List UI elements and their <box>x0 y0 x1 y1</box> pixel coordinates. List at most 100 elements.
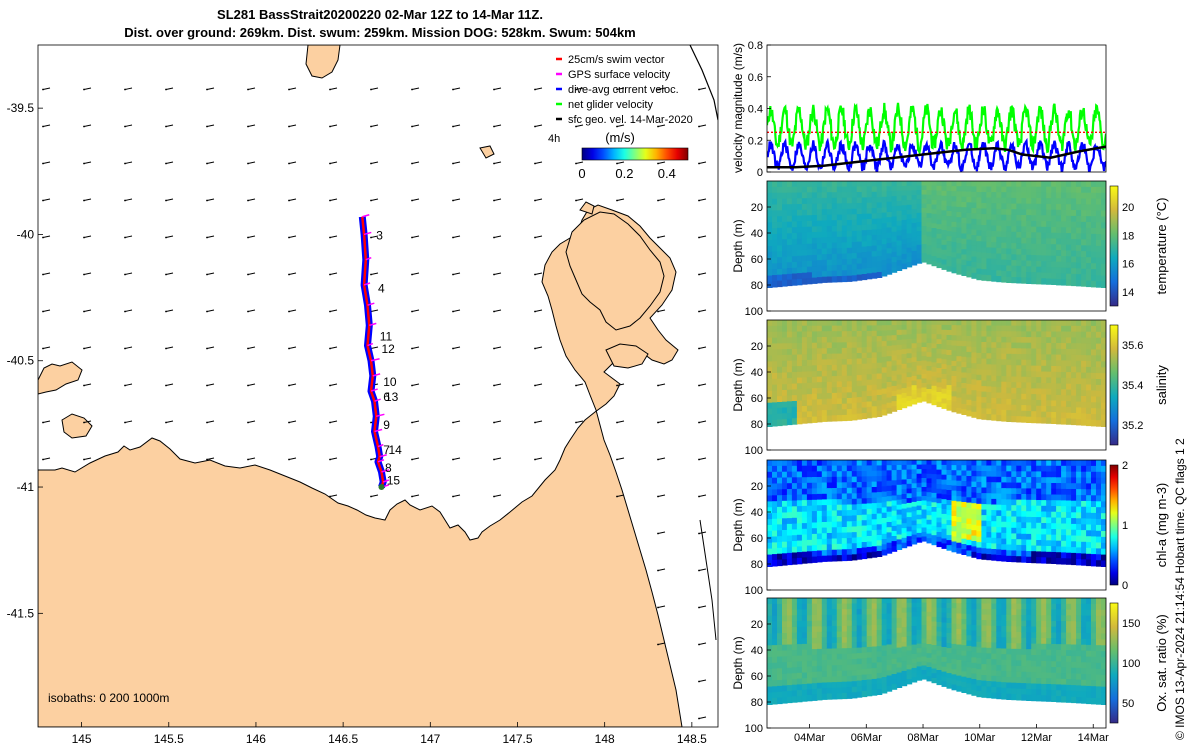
heatmap-cell <box>1061 320 1067 327</box>
heatmap-cell <box>1011 336 1017 344</box>
current-arrow <box>534 124 543 127</box>
heatmap-cell <box>876 640 883 647</box>
heatmap-cell <box>956 351 962 357</box>
profile-ytick-label: 20 <box>751 481 763 493</box>
heatmap-cell <box>916 634 923 640</box>
heatmap-cell <box>821 359 828 366</box>
heatmap-cell <box>1091 349 1097 356</box>
heatmap-cell <box>936 224 943 230</box>
heatmap-cell <box>936 248 943 254</box>
heatmap-cell <box>1056 204 1062 211</box>
heatmap-cell <box>1036 557 1042 564</box>
heatmap-cell <box>971 541 977 547</box>
current-arrow-head <box>206 273 208 276</box>
heatmap-cell <box>831 614 838 621</box>
heatmap-cell <box>1091 489 1097 496</box>
heatmap-cell <box>1041 244 1047 251</box>
heatmap-cell <box>1051 331 1057 338</box>
heatmap-cell <box>826 527 833 534</box>
heatmap-cell <box>1091 483 1097 490</box>
current-arrow <box>452 309 461 312</box>
profile-colorbar-tick-label: 20 <box>1122 202 1134 214</box>
heatmap-cell <box>906 650 913 656</box>
heatmap-cell <box>816 331 823 338</box>
current-arrow <box>493 124 502 127</box>
heatmap-cell <box>971 524 977 531</box>
heatmap-cell <box>1036 232 1042 239</box>
current-arrow-head <box>247 384 249 387</box>
heatmap-cell <box>886 522 893 528</box>
heatmap-cell <box>961 346 967 352</box>
heatmap-cell <box>916 611 923 617</box>
heatmap-cell <box>1091 419 1097 427</box>
heatmap-cell <box>931 242 938 248</box>
heatmap-cell <box>886 222 893 229</box>
profile-colorbar-tick-label: 16 <box>1122 259 1134 271</box>
heatmap-cell <box>856 325 863 332</box>
heatmap-cell <box>806 603 813 610</box>
heatmap-cell <box>777 495 783 502</box>
heatmap-cell <box>861 460 868 467</box>
heatmap-cell <box>956 325 962 331</box>
heatmap-cell <box>936 464 943 471</box>
heatmap-cell <box>1076 331 1082 339</box>
heatmap-cell <box>891 401 898 407</box>
heatmap-cell <box>961 650 967 657</box>
heatmap-cell <box>846 659 853 666</box>
heatmap-cell <box>991 208 997 215</box>
velocity-series-dive <box>767 137 1106 172</box>
heatmap-cell <box>826 676 833 683</box>
heatmap-cell <box>906 195 913 201</box>
heatmap-cell <box>886 356 893 362</box>
heatmap-cell <box>1041 551 1047 558</box>
heatmap-cell <box>976 208 982 215</box>
heatmap-cell <box>846 381 853 388</box>
heatmap-cell <box>816 243 823 250</box>
heatmap-cell <box>1066 389 1072 396</box>
heatmap-cell <box>801 477 808 484</box>
heatmap-cell <box>911 389 918 396</box>
heatmap-cell <box>981 225 987 232</box>
heatmap-cell <box>1026 192 1032 199</box>
heatmap-cell <box>1006 237 1012 244</box>
heatmap-cell <box>811 598 818 605</box>
heatmap-cell <box>816 186 823 193</box>
heatmap-cell <box>1026 545 1032 552</box>
heatmap-cell <box>966 212 972 219</box>
heatmap-cell <box>906 531 913 537</box>
heatmap-cell <box>1071 401 1077 408</box>
heatmap-cell <box>866 646 873 653</box>
heatmap-cell <box>782 268 788 275</box>
speed-colorbar <box>581 147 689 161</box>
heatmap-cell <box>901 632 908 638</box>
heatmap-cell <box>976 481 982 488</box>
heatmap-cell <box>966 667 972 674</box>
heatmap-cell <box>881 223 888 230</box>
profile-colorbar-tick-label: 2 <box>1122 460 1128 472</box>
heatmap-cell <box>951 603 958 609</box>
heatmap-cell <box>926 199 933 205</box>
heatmap-cell <box>1046 342 1052 350</box>
heatmap-cell <box>916 203 923 209</box>
heatmap-cell <box>846 482 853 489</box>
heatmap-cell <box>986 192 992 199</box>
heatmap-cell <box>782 245 788 252</box>
heatmap-cell <box>777 615 783 623</box>
heatmap-cell <box>886 665 893 671</box>
current-arrow <box>288 198 297 201</box>
heatmap-cell <box>782 407 788 414</box>
heatmap-cell <box>991 347 997 354</box>
heatmap-cell <box>1011 550 1017 557</box>
heatmap-cell <box>772 530 778 538</box>
heatmap-cell <box>996 538 1002 545</box>
heatmap-cell <box>1091 343 1097 350</box>
heatmap-cell <box>896 404 903 410</box>
heatmap-cell <box>926 240 933 246</box>
heatmap-cell <box>921 333 928 339</box>
heatmap-cell <box>966 476 972 482</box>
heatmap-cell <box>806 388 813 395</box>
heatmap-cell <box>871 406 878 413</box>
heatmap-cell <box>1016 277 1022 284</box>
heatmap-cell <box>811 516 818 524</box>
heatmap-cell <box>956 460 962 466</box>
